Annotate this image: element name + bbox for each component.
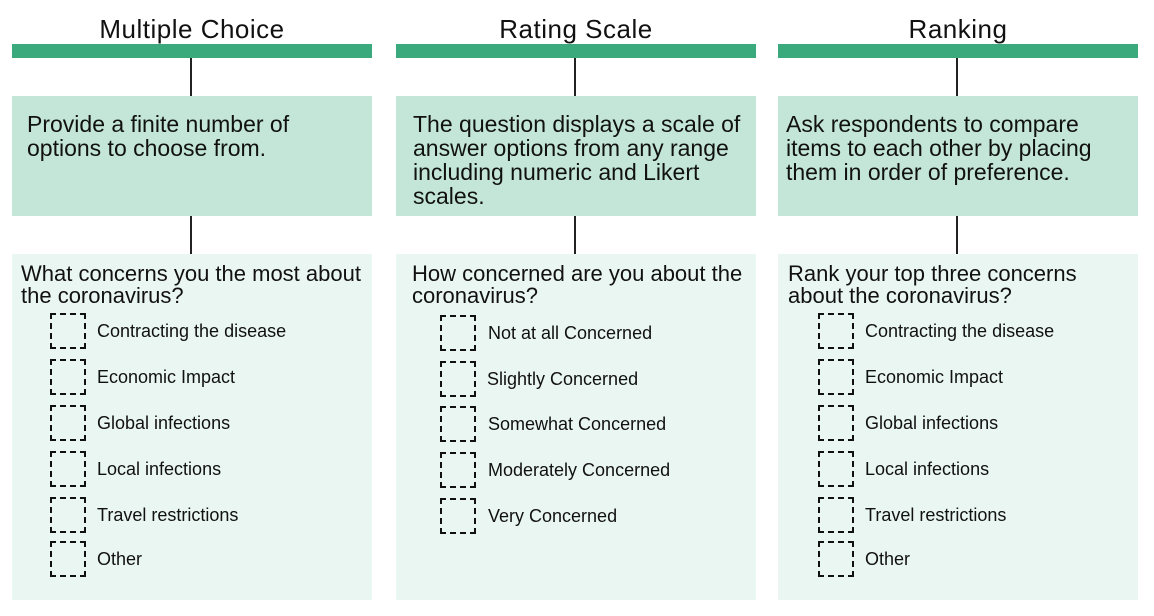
option-label: Slightly Concerned: [487, 368, 639, 389]
option-item[interactable]: Contracting the disease: [50, 313, 286, 349]
option-item[interactable]: Slightly Concerned: [440, 361, 638, 397]
checkbox[interactable]: [818, 405, 854, 441]
description-text: The question displays a scale of answer …: [413, 111, 741, 209]
option-label: Economic Impact: [865, 366, 1004, 387]
option-label: Global infections: [865, 412, 999, 433]
option-item[interactable]: Economic Impact: [818, 359, 1003, 395]
option-label: Other: [97, 548, 143, 569]
option-label: Travel restrictions: [97, 504, 239, 525]
option-label: Somewhat Concerned: [488, 413, 667, 434]
column-title: Rating Scale: [499, 14, 653, 44]
option-item[interactable]: Travel restrictions: [818, 497, 1006, 533]
header-bar: [12, 44, 372, 58]
option-item[interactable]: Local infections: [818, 451, 989, 487]
column-title: Multiple Choice: [99, 14, 285, 44]
option-label: Not at all Concerned: [488, 322, 653, 343]
column-multiple-choice: Multiple Choice Provide a finite number …: [12, 0, 372, 616]
connector-line: [574, 58, 576, 96]
example-box: Rank your top three concerns about the c…: [778, 254, 1138, 600]
option-label: Very Concerned: [488, 505, 618, 526]
option-label: Economic Impact: [97, 366, 236, 387]
checkbox[interactable]: [440, 361, 476, 397]
connector-line: [956, 216, 958, 254]
option-item[interactable]: Local infections: [50, 451, 221, 487]
option-item[interactable]: Not at all Concerned: [440, 315, 652, 351]
option-label: Other: [865, 548, 911, 569]
option-label: Local infections: [865, 458, 990, 479]
example-box: What concerns you the most about the cor…: [12, 254, 372, 600]
checkbox[interactable]: [818, 497, 854, 533]
option-label: Local infections: [97, 458, 222, 479]
option-label: Travel restrictions: [865, 504, 1007, 525]
question-text: What concerns you the most about the cor…: [21, 261, 361, 308]
question-text: How concerned are you about the coronavi…: [412, 261, 743, 308]
checkbox[interactable]: [818, 451, 854, 487]
example-box: How concerned are you about the coronavi…: [396, 254, 756, 600]
checkbox[interactable]: [50, 405, 86, 441]
column-title: Ranking: [908, 14, 1008, 44]
option-item[interactable]: Contracting the disease: [818, 313, 1054, 349]
option-item[interactable]: Global infections: [50, 405, 230, 441]
column-ranking: Ranking Ask respondents to compare items…: [778, 0, 1138, 616]
checkbox[interactable]: [50, 359, 86, 395]
option-item[interactable]: Other: [50, 541, 142, 577]
checkbox[interactable]: [818, 359, 854, 395]
checkbox[interactable]: [818, 313, 854, 349]
header-bar: [778, 44, 1138, 58]
checkbox[interactable]: [440, 498, 476, 534]
description-box: Ask respondents to compare items to each…: [778, 96, 1138, 216]
column-rating-scale: Rating Scale The question displays a sca…: [396, 0, 756, 616]
checkbox[interactable]: [440, 315, 476, 351]
option-item[interactable]: Travel restrictions: [50, 497, 238, 533]
option-label: Global infections: [97, 412, 231, 433]
description-box: Provide a finite number of options to ch…: [12, 96, 372, 216]
connector-line: [190, 216, 192, 254]
checkbox[interactable]: [818, 541, 854, 577]
option-item[interactable]: Very Concerned: [440, 498, 617, 534]
option-item[interactable]: Moderately Concerned: [440, 452, 670, 488]
option-label: Moderately Concerned: [488, 459, 671, 480]
checkbox[interactable]: [50, 313, 86, 349]
checkbox[interactable]: [440, 452, 476, 488]
checkbox[interactable]: [50, 451, 86, 487]
question-text: Rank your top three concerns about the c…: [788, 261, 1077, 308]
checkbox[interactable]: [50, 497, 86, 533]
connector-line: [574, 216, 576, 254]
option-label: Contracting the disease: [97, 320, 287, 341]
connector-line: [190, 58, 192, 96]
option-item[interactable]: Somewhat Concerned: [440, 406, 666, 442]
option-item[interactable]: Other: [818, 541, 910, 577]
checkbox[interactable]: [440, 406, 476, 442]
option-label: Contracting the disease: [865, 320, 1055, 341]
description-box: The question displays a scale of answer …: [396, 96, 756, 216]
connector-line: [956, 58, 958, 96]
description-text: Ask respondents to compare items to each…: [786, 111, 1092, 185]
option-item[interactable]: Economic Impact: [50, 359, 235, 395]
checkbox[interactable]: [50, 541, 86, 577]
description-text: Provide a finite number of options to ch…: [27, 111, 290, 161]
header-bar: [396, 44, 756, 58]
option-item[interactable]: Global infections: [818, 405, 998, 441]
